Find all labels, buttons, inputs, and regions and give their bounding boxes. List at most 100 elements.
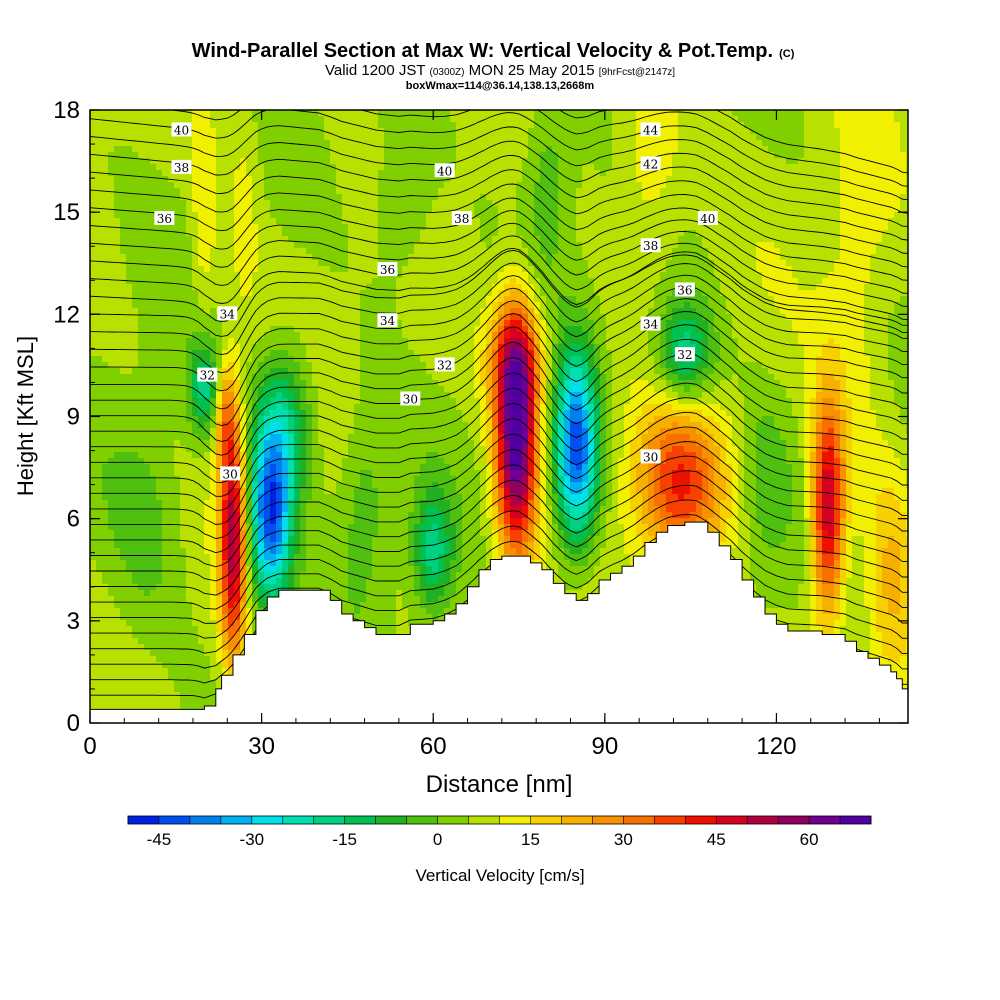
w-cell	[318, 164, 325, 171]
w-cell	[516, 116, 523, 123]
w-cell	[810, 296, 817, 303]
w-cell	[684, 248, 691, 255]
w-cell	[744, 164, 751, 171]
w-cell	[576, 134, 583, 141]
w-cell	[354, 278, 361, 285]
w-cell	[396, 134, 403, 141]
w-cell	[90, 152, 97, 159]
w-cell	[738, 194, 745, 201]
w-cell	[240, 284, 247, 291]
w-cell	[750, 110, 757, 117]
w-cell	[864, 284, 871, 291]
w-cell	[600, 194, 607, 201]
w-cell	[120, 116, 127, 123]
w-cell	[570, 170, 577, 177]
w-cell	[300, 296, 307, 303]
w-cell	[636, 134, 643, 141]
w-cell	[708, 116, 715, 123]
w-cell	[372, 278, 379, 285]
w-cell	[468, 158, 475, 165]
w-cell	[168, 194, 175, 201]
w-cell	[840, 296, 847, 303]
w-cell	[696, 314, 703, 321]
w-cell	[876, 260, 883, 267]
w-cell	[708, 158, 715, 165]
w-cell	[540, 206, 547, 213]
w-cell	[390, 140, 397, 147]
w-cell	[780, 170, 787, 177]
w-cell	[672, 266, 679, 273]
w-cell	[786, 194, 793, 201]
w-cell	[288, 116, 295, 123]
w-cell	[528, 296, 535, 303]
w-cell	[102, 230, 109, 237]
w-cell	[858, 290, 865, 297]
w-cell	[864, 248, 871, 255]
w-cell	[858, 146, 865, 153]
w-cell	[210, 230, 217, 237]
w-cell	[240, 308, 247, 315]
w-cell	[606, 116, 613, 123]
w-cell	[744, 110, 751, 117]
w-cell	[552, 218, 559, 225]
w-cell	[348, 158, 355, 165]
w-cell	[156, 290, 163, 297]
w-cell	[228, 182, 235, 189]
w-cell	[216, 146, 223, 153]
w-cell	[822, 224, 829, 231]
w-cell	[402, 122, 409, 129]
w-cell	[114, 326, 121, 333]
w-cell	[486, 140, 493, 147]
w-cell	[714, 200, 721, 207]
w-cell	[618, 272, 625, 279]
w-cell	[594, 152, 601, 159]
w-cell	[708, 164, 715, 171]
w-cell	[834, 134, 841, 141]
w-cell	[420, 128, 427, 135]
w-cell	[744, 248, 751, 255]
w-cell	[624, 110, 631, 117]
w-cell	[240, 128, 247, 135]
w-cell	[588, 182, 595, 189]
w-cell	[396, 308, 403, 315]
w-cell	[336, 110, 343, 117]
w-cell	[708, 140, 715, 147]
w-cell	[378, 110, 385, 117]
w-cell	[762, 266, 769, 273]
w-cell	[846, 146, 853, 153]
w-cell	[894, 302, 901, 309]
w-cell	[522, 290, 529, 297]
w-cell	[186, 194, 193, 201]
w-cell	[588, 260, 595, 267]
w-cell	[324, 224, 331, 231]
w-cell	[216, 122, 223, 129]
w-cell	[222, 272, 229, 279]
w-cell	[612, 278, 619, 285]
w-cell	[102, 140, 109, 147]
w-cell	[438, 176, 445, 183]
w-cell	[594, 200, 601, 207]
w-cell	[234, 230, 241, 237]
w-cell	[372, 272, 379, 279]
w-cell	[786, 248, 793, 255]
w-cell	[546, 140, 553, 147]
w-cell	[318, 308, 325, 315]
w-cell	[714, 158, 721, 165]
w-cell	[408, 260, 415, 267]
w-cell	[180, 242, 187, 249]
w-cell	[372, 158, 379, 165]
w-cell	[342, 308, 349, 315]
w-cell	[198, 122, 205, 129]
w-cell	[648, 182, 655, 189]
w-cell	[726, 254, 733, 261]
w-cell	[270, 146, 277, 153]
w-cell	[690, 212, 697, 219]
w-cell	[834, 146, 841, 153]
w-cell	[102, 260, 109, 267]
w-cell	[120, 128, 127, 135]
w-cell	[624, 278, 631, 285]
w-cell	[702, 308, 709, 315]
w-cell	[762, 146, 769, 153]
w-cell	[324, 176, 331, 183]
w-cell	[420, 188, 427, 195]
